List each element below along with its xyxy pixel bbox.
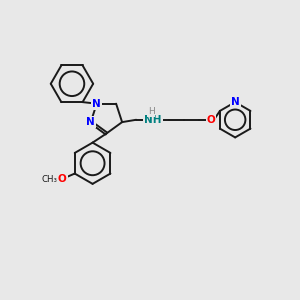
Text: N: N bbox=[86, 117, 95, 127]
Text: N: N bbox=[92, 99, 101, 109]
Text: O: O bbox=[58, 174, 67, 184]
Text: O: O bbox=[207, 115, 215, 125]
Text: N: N bbox=[231, 97, 239, 107]
Text: CH₃: CH₃ bbox=[41, 175, 57, 184]
Text: H: H bbox=[148, 107, 154, 116]
Text: NH: NH bbox=[144, 115, 161, 125]
